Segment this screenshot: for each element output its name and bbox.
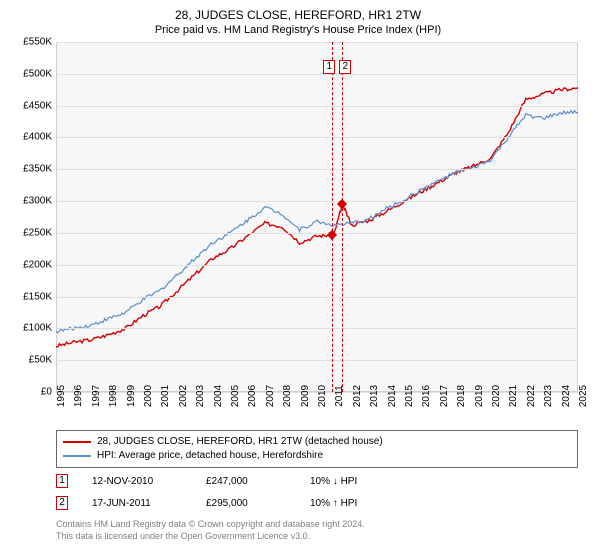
x-tick-label: 2020	[491, 385, 502, 407]
event-date: 12-NOV-2010	[92, 476, 182, 487]
gridline	[56, 328, 578, 329]
x-tick-label: 2010	[317, 385, 328, 407]
x-tick-label: 2018	[456, 385, 467, 407]
x-tick-label: 2017	[439, 385, 450, 407]
x-tick-label: 2004	[213, 385, 224, 407]
event-price: £247,000	[206, 476, 286, 487]
y-tick-label: £50K	[29, 355, 52, 366]
x-tick-label: 2016	[421, 385, 432, 407]
x-tick-label: 1999	[126, 385, 137, 407]
y-tick-label: £0	[41, 387, 52, 398]
y-tick-label: £100K	[23, 323, 52, 334]
x-tick-label: 2025	[578, 385, 589, 407]
x-tick-label: 2003	[195, 385, 206, 407]
chart-container: 28, JUDGES CLOSE, HEREFORD, HR1 2TW Pric…	[0, 0, 600, 560]
y-tick-label: £350K	[23, 164, 52, 175]
x-tick-label: 2022	[526, 385, 537, 407]
y-tick-label: £250K	[23, 227, 52, 238]
gridline	[56, 297, 578, 298]
x-tick-label: 2009	[300, 385, 311, 407]
legend-item-price-paid: 28, JUDGES CLOSE, HEREFORD, HR1 2TW (det…	[63, 435, 571, 449]
x-tick-label: 2024	[561, 385, 572, 407]
y-tick-label: £300K	[23, 196, 52, 207]
y-tick-label: £550K	[23, 37, 52, 48]
gridline	[56, 169, 578, 170]
x-tick-label: 2000	[143, 385, 154, 407]
gridline	[56, 360, 578, 361]
x-tick-label: 2013	[369, 385, 380, 407]
chart-area: £0£50K£100K£150K£200K£250K£300K£350K£400…	[56, 42, 578, 392]
gridline	[56, 233, 578, 234]
x-tick-label: 1996	[73, 385, 84, 407]
y-tick-label: £450K	[23, 100, 52, 111]
x-tick-label: 2008	[282, 385, 293, 407]
chart-title: 28, JUDGES CLOSE, HEREFORD, HR1 2TW	[8, 8, 588, 22]
event-marker-line	[332, 42, 333, 392]
x-tick-label: 2014	[387, 385, 398, 407]
chart-subtitle: Price paid vs. HM Land Registry's House …	[8, 24, 588, 36]
gridline	[56, 137, 578, 138]
y-tick-label: £400K	[23, 132, 52, 143]
event-row: 2 17-JUN-2011 £295,000 10% ↑ HPI	[56, 496, 578, 510]
y-tick-label: £500K	[23, 68, 52, 79]
x-tick-label: 1998	[108, 385, 119, 407]
legend-label: 28, JUDGES CLOSE, HEREFORD, HR1 2TW (det…	[97, 435, 383, 449]
gridline	[56, 42, 578, 43]
event-delta: 10% ↓ HPI	[310, 476, 357, 487]
x-tick-label: 2006	[247, 385, 258, 407]
legend-swatch	[63, 441, 91, 443]
event-num-badge: 1	[56, 474, 68, 488]
event-row: 1 12-NOV-2010 £247,000 10% ↓ HPI	[56, 474, 578, 488]
event-marker-label: 2	[339, 60, 351, 74]
x-tick-label: 2007	[265, 385, 276, 407]
legend-label: HPI: Average price, detached house, Here…	[97, 449, 323, 463]
gridline	[56, 265, 578, 266]
chart-svg	[56, 42, 578, 392]
series-line-price_paid	[56, 88, 578, 347]
event-marker-line	[342, 42, 343, 392]
footer-attribution: Contains HM Land Registry data © Crown c…	[56, 518, 578, 542]
x-tick-label: 1997	[91, 385, 102, 407]
event-delta: 10% ↑ HPI	[310, 498, 357, 509]
x-tick-label: 2023	[543, 385, 554, 407]
events-table: 1 12-NOV-2010 £247,000 10% ↓ HPI 2 17-JUN-201…	[56, 474, 578, 510]
x-tick-label: 2012	[352, 385, 363, 407]
legend-item-hpi: HPI: Average price, detached house, Here…	[63, 449, 571, 463]
x-tick-label: 2005	[230, 385, 241, 407]
gridline	[56, 106, 578, 107]
event-num-badge: 2	[56, 496, 68, 510]
x-tick-label: 2011	[334, 385, 345, 407]
x-tick-label: 1995	[56, 385, 67, 407]
legend: 28, JUDGES CLOSE, HEREFORD, HR1 2TW (det…	[56, 430, 578, 468]
x-tick-label: 2002	[178, 385, 189, 407]
gridline	[56, 74, 578, 75]
x-tick-label: 2015	[404, 385, 415, 407]
x-tick-label: 2019	[474, 385, 485, 407]
y-tick-label: £200K	[23, 259, 52, 270]
x-tick-label: 2021	[508, 385, 519, 407]
series-line-hpi	[56, 111, 578, 333]
x-tick-label: 2001	[160, 385, 171, 407]
legend-swatch	[63, 455, 91, 457]
footer-line: Contains HM Land Registry data © Crown c…	[56, 518, 578, 530]
gridline	[56, 201, 578, 202]
event-price: £295,000	[206, 498, 286, 509]
footer-line: This data is licensed under the Open Gov…	[56, 530, 578, 542]
event-marker-label: 1	[323, 60, 335, 74]
event-date: 17-JUN-2011	[92, 498, 182, 509]
y-tick-label: £150K	[23, 291, 52, 302]
